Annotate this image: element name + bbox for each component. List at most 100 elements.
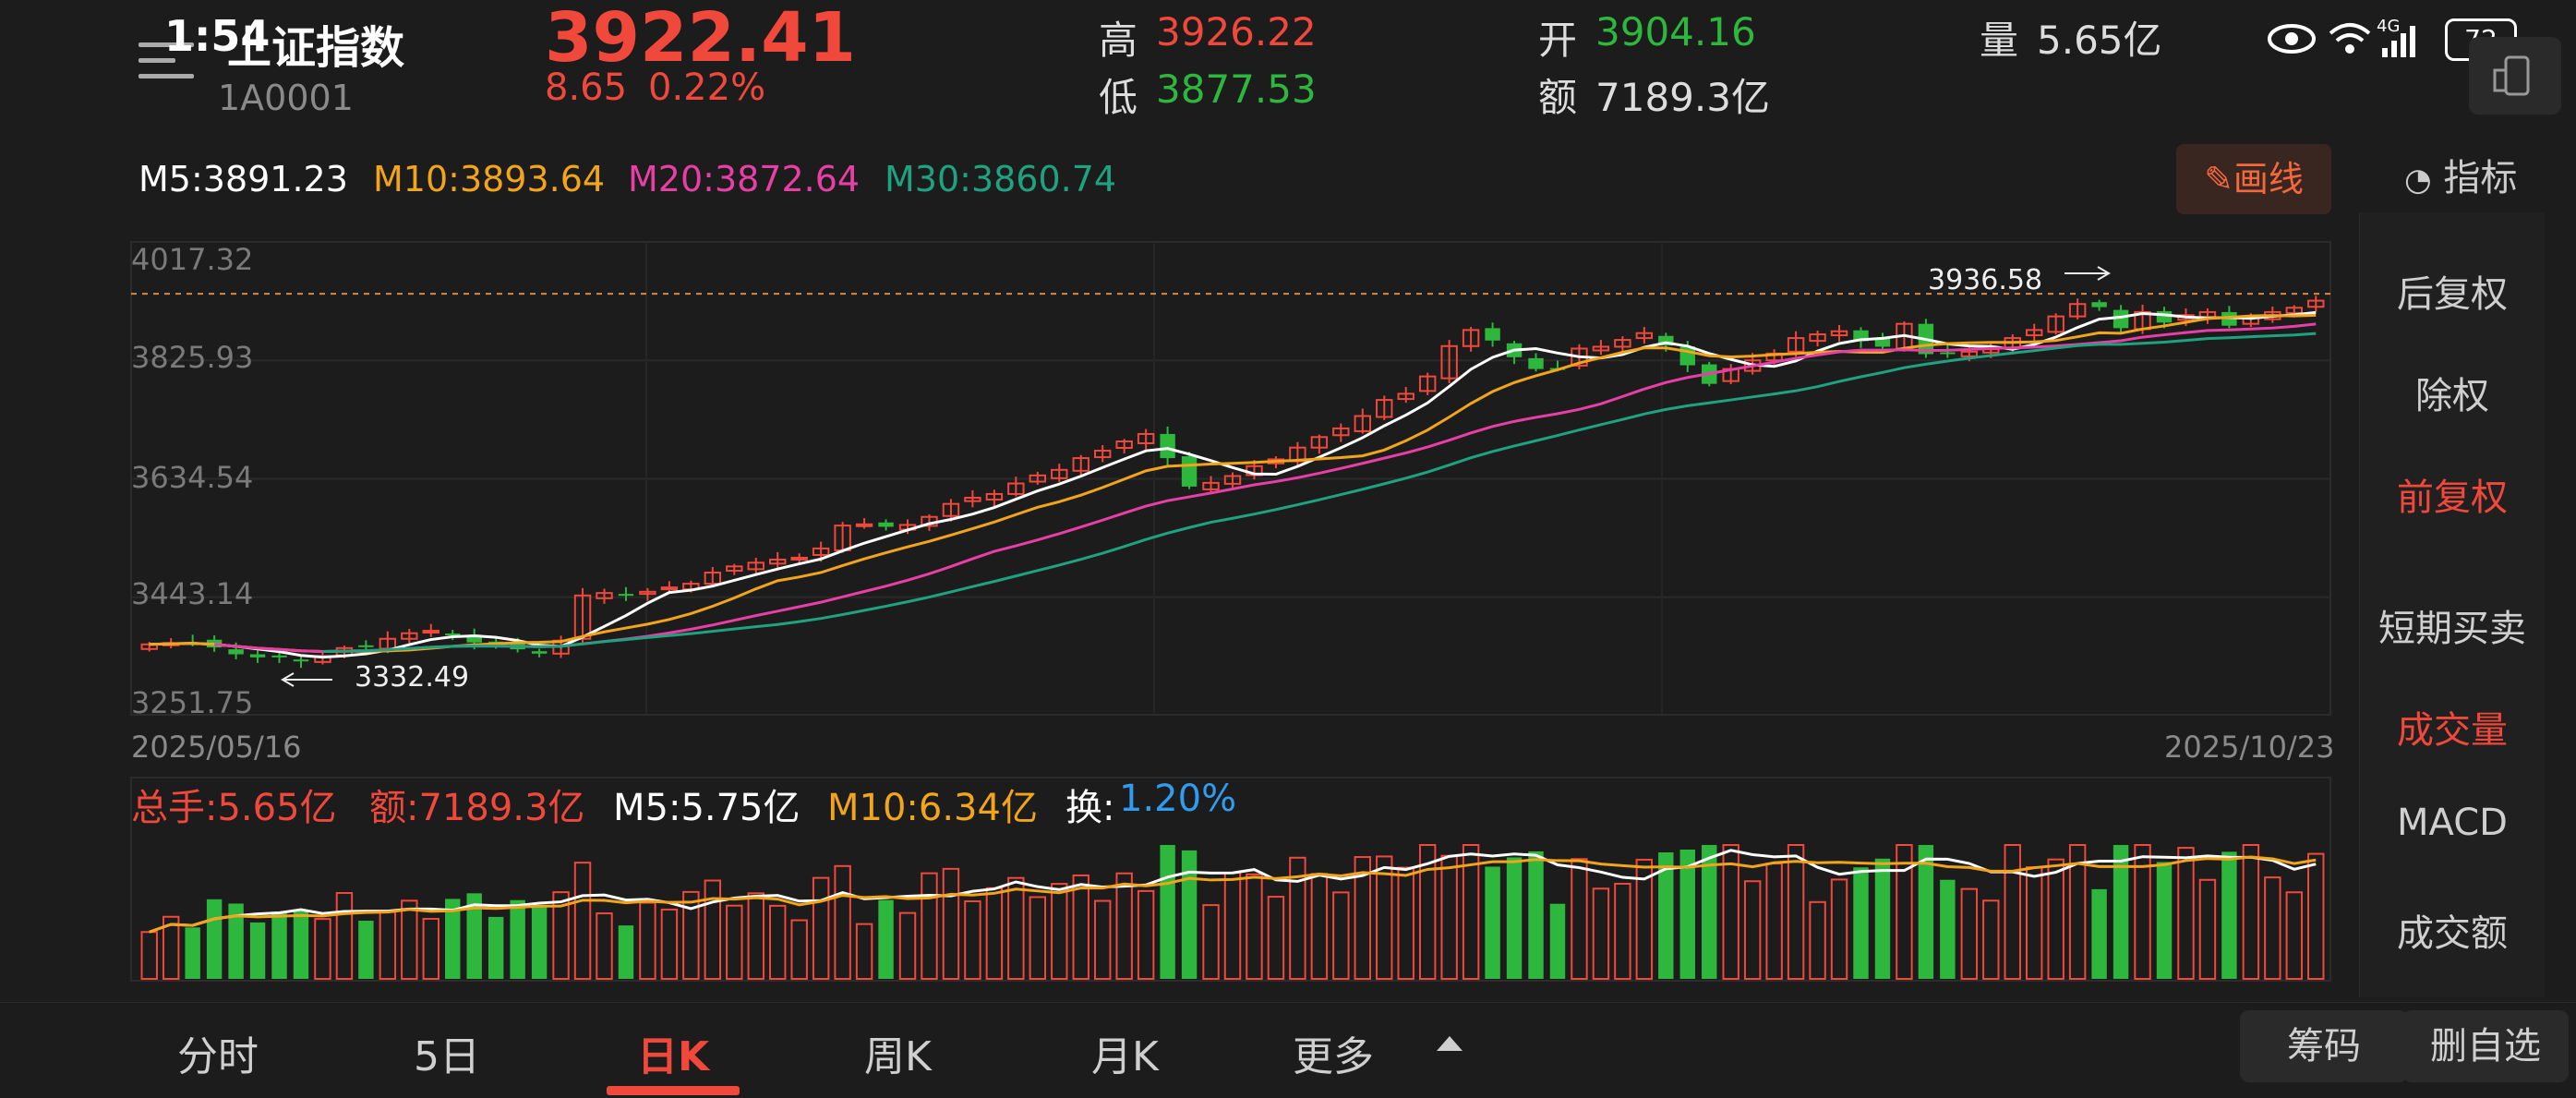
- sidebar-item-volume[interactable]: 成交量: [2397, 709, 2508, 752]
- sidebar-item-ex-rights[interactable]: 除权: [2415, 375, 2489, 417]
- tab-intraday[interactable]: 分时: [177, 1033, 259, 1080]
- volume-amount: 额:7189.3亿: [369, 787, 585, 829]
- volume-bar-up: [1982, 899, 2000, 981]
- candle-down: [878, 522, 894, 527]
- kline-chart[interactable]: [0, 0, 2354, 1002]
- volume-bar-up: [704, 879, 722, 980]
- indicator-button[interactable]: ◔ 指标: [2404, 148, 2517, 201]
- volume-bar-up: [1115, 872, 1133, 981]
- candle-up: [1202, 481, 1220, 490]
- volume-bar-up: [1743, 880, 1762, 980]
- volume-bar-down: [185, 927, 200, 979]
- candle-up: [726, 565, 743, 573]
- volume-bar-up: [1289, 856, 1306, 980]
- ma10-line: [149, 313, 2317, 653]
- open-label: 开: [1538, 18, 1578, 63]
- candle-up: [964, 496, 981, 502]
- volume-bar-up: [2134, 844, 2151, 980]
- caret-up-icon[interactable]: [1437, 1036, 1463, 1051]
- volume-bar-up: [2242, 844, 2260, 980]
- volume-bar-down: [2156, 862, 2173, 979]
- high-value: 3926.22: [1156, 9, 1317, 54]
- high-marker-arrowhead: [2097, 266, 2111, 281]
- volume-bar-up: [1614, 882, 1631, 980]
- index-name: 上证指数: [227, 22, 405, 74]
- tab-weekly-k[interactable]: 周K: [864, 1033, 932, 1080]
- candle-down: [618, 594, 634, 597]
- volume-bar-up: [1397, 866, 1414, 981]
- bottom-tab-bar: 分时 5日 日K 周K 月K 更多 筹码 删自选: [0, 1002, 2576, 1098]
- volume-bar-up: [422, 917, 439, 980]
- volume-bar-down: [618, 925, 634, 979]
- candle-up: [1397, 392, 1414, 401]
- candle-down: [271, 655, 287, 658]
- volume-bar-down: [293, 911, 309, 979]
- volume-bar-up: [1765, 863, 1783, 980]
- volume-bar-up: [1418, 844, 1437, 980]
- candle-down: [358, 645, 374, 647]
- volume-bar-down: [1702, 845, 1717, 979]
- volume-bar-up: [1722, 844, 1739, 980]
- candle-up: [2307, 299, 2325, 308]
- volume-bar-up: [1896, 844, 1913, 980]
- candle-up: [1332, 427, 1350, 437]
- volume-label: 量: [1980, 18, 2019, 63]
- index-code: 1A0001: [218, 78, 354, 118]
- volume-bar-up: [1960, 887, 1979, 981]
- wifi-icon: [2329, 23, 2371, 54]
- candle-up: [1007, 482, 1025, 495]
- volume-bar-down: [531, 906, 548, 979]
- candle-up: [985, 492, 1004, 501]
- volume-bar-up: [314, 918, 331, 980]
- volume-bar-down: [2091, 888, 2107, 979]
- phone-rotate-icon: [2493, 55, 2530, 96]
- volume-bar-up: [834, 864, 851, 980]
- volume-bar-up: [921, 872, 938, 981]
- draw-line-button[interactable]: ✎画线: [2176, 144, 2331, 214]
- sidebar-item-pre-adjust[interactable]: 前复权: [2397, 477, 2508, 519]
- landscape-toggle-button[interactable]: [2469, 37, 2561, 115]
- volume-bar-up: [1354, 856, 1372, 980]
- candle-up: [942, 502, 960, 517]
- tab-more[interactable]: 更多: [1293, 1033, 1374, 1080]
- volume-bar-up: [1051, 883, 1068, 981]
- volume-bar-up: [964, 899, 981, 980]
- volume-bar-up: [1267, 896, 1285, 980]
- tab-5day[interactable]: 5日: [414, 1033, 480, 1080]
- volume-bar-down: [2113, 845, 2129, 979]
- menu-icon[interactable]: [138, 42, 194, 89]
- tab-monthly-k[interactable]: 月K: [1091, 1033, 1159, 1080]
- tab-daily-k[interactable]: 日K: [637, 1033, 710, 1080]
- volume-panel-frame: [130, 777, 2331, 982]
- candle-up: [2026, 329, 2043, 337]
- candle-up: [1137, 432, 1155, 444]
- sidebar-item-macd[interactable]: MACD: [2397, 802, 2508, 844]
- volume-bar-down: [466, 893, 482, 979]
- candle-up: [855, 523, 873, 527]
- volume-bar-up: [2264, 876, 2281, 981]
- sidebar-item-post-adjust[interactable]: 后复权: [2397, 273, 2508, 316]
- candle-down: [228, 649, 244, 655]
- ma30-line: [322, 332, 2317, 653]
- ma30-legend: M30:3860.74: [885, 159, 1117, 199]
- volume-bar-down: [1528, 851, 1544, 979]
- chips-button[interactable]: 筹码: [2240, 1010, 2408, 1082]
- remove-watchlist-button[interactable]: 删自选: [2402, 1010, 2569, 1082]
- candle-down: [466, 634, 482, 643]
- volume-bar-up: [1635, 858, 1654, 981]
- eye-icon: [2268, 24, 2316, 54]
- candle-up: [1418, 375, 1437, 392]
- indicator-label: 指标: [2443, 157, 2518, 199]
- volume-bar-down: [1679, 849, 1695, 979]
- volume-ma10: M10:6.34亿: [827, 787, 1038, 829]
- sidebar-item-amount[interactable]: 成交额: [2397, 912, 2508, 955]
- candle-down: [445, 633, 461, 636]
- candle-up: [660, 586, 679, 591]
- sidebar-item-short-term[interactable]: 短期买卖: [2378, 608, 2526, 650]
- volume-bar-down: [878, 899, 894, 979]
- ma20-legend: M20:3872.64: [628, 159, 861, 199]
- candle-down: [2156, 310, 2173, 323]
- volume-bar-up: [2026, 866, 2043, 980]
- volume-bar-up: [726, 904, 743, 981]
- volume-bar-up: [1007, 876, 1025, 981]
